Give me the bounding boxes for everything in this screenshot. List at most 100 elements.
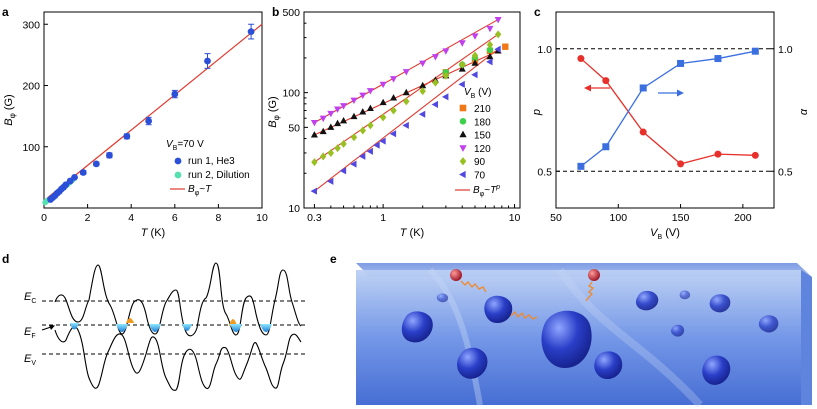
b-point-70 <box>418 110 426 118</box>
panel-b-legend-title: VB (V) <box>464 87 491 100</box>
b-legend-label-120: 120 <box>474 144 491 155</box>
panel-a-annotation: VB=70 V <box>166 139 204 152</box>
panel-b-frame <box>303 11 521 209</box>
c-point-p <box>714 150 722 158</box>
panel-c-frame <box>555 11 775 209</box>
c-line-α <box>580 50 756 167</box>
b-point-180 <box>486 46 494 54</box>
b-legend-marker-90 <box>459 157 467 166</box>
panel-b-legend: VB (V) Bφ~Tp 210 180 150 120 90 70 <box>455 87 500 198</box>
b-point-90 <box>327 148 335 157</box>
b-legend-label-210: 210 <box>474 104 491 115</box>
panel-c-ticks: 50 100 150 200 0.5 1.0 0.5 1.0 <box>537 44 792 224</box>
b-point-150 <box>327 123 335 130</box>
electron-pocket-4 <box>182 324 192 331</box>
b-ytick-label: 50 <box>288 122 300 134</box>
a-ytick-label: 200 <box>22 81 40 93</box>
cluster-5 <box>594 351 623 380</box>
b-point-120 <box>319 115 327 123</box>
legend-label-run2: run 2, Dilution <box>188 170 250 181</box>
legend-marker-run2 <box>174 171 182 179</box>
c-ytick-left-label: 0.5 <box>537 166 552 178</box>
b-xtick-label: 0.3 <box>307 212 322 224</box>
panel-e: e <box>330 252 812 408</box>
c-point-α <box>677 59 685 67</box>
b-point-120 <box>366 88 374 95</box>
panel-a-frame <box>43 11 263 209</box>
panel-c-series <box>577 47 759 170</box>
c-point-α <box>714 55 722 63</box>
a-point-run1 <box>71 173 78 181</box>
c-ytick-right-label: 1.0 <box>778 44 793 56</box>
electron-pocket-6 <box>260 324 272 332</box>
panel-c-label: c <box>534 5 541 19</box>
panel-a-xlabel: T (K) <box>141 227 165 239</box>
electron-pocket-2 <box>116 324 128 332</box>
c-point-p <box>602 77 610 85</box>
b-legend-marker-210 <box>459 104 467 112</box>
electron-pocket-3 <box>149 324 161 332</box>
b-point-120 <box>419 60 427 68</box>
fermi-arrow <box>41 326 52 331</box>
b-point-70 <box>373 141 380 149</box>
b-point-120 <box>350 97 358 105</box>
b-point-70 <box>339 167 347 175</box>
slab-ripple-2 <box>556 267 703 408</box>
b-point-150 <box>319 127 327 135</box>
a-xtick-label: 10 <box>256 212 268 224</box>
label-ev: EV <box>24 353 36 367</box>
slab-side-face <box>801 270 812 405</box>
b-point-70 <box>471 71 478 79</box>
c-point-p <box>639 128 647 136</box>
b-point-120 <box>340 103 348 110</box>
c-line-p <box>580 58 756 165</box>
b-point-70 <box>389 130 397 138</box>
b-point-150 <box>366 104 374 111</box>
b-ytick-label: 10 <box>288 203 300 215</box>
panel-d: d EC EF EV <box>2 252 305 391</box>
cluster-4 <box>457 347 488 379</box>
b-point-70 <box>350 160 357 168</box>
c-point-p <box>577 55 585 63</box>
arrow-right-alpha-head <box>677 89 684 97</box>
conduction-band-curve <box>54 262 302 337</box>
cluster-12 <box>436 293 449 303</box>
b-legend-label-70: 70 <box>474 171 486 182</box>
panel-a-legend: run 1, He3 run 2, Dilution Bφ~T <box>170 156 250 197</box>
b-point-120 <box>379 81 387 89</box>
b-legend-label-180: 180 <box>474 117 491 128</box>
b-point-70 <box>402 121 409 129</box>
b-point-90 <box>340 139 347 148</box>
b-point-70 <box>366 147 373 155</box>
a-point-run1 <box>247 28 255 35</box>
b-point-70 <box>458 80 465 88</box>
b-point-90 <box>334 144 341 153</box>
cluster-6 <box>635 290 659 311</box>
b-point-90 <box>471 51 479 60</box>
cluster-1 <box>401 311 433 343</box>
panel-e-label: e <box>330 252 337 266</box>
panel-c-arrows <box>584 84 684 97</box>
legend-marker-run1 <box>174 157 182 165</box>
a-xtick-label: 2 <box>85 212 91 224</box>
a-point-run1 <box>204 57 211 65</box>
b-point-150 <box>402 88 410 96</box>
b-point-150 <box>486 52 494 60</box>
b-point-70 <box>326 177 334 185</box>
electron-pocket-1 <box>70 323 79 330</box>
b-point-90 <box>320 152 327 161</box>
panel-c: c 50 100 150 200 0.5 1.0 0.5 1.0 VB (V) p α <box>531 5 810 241</box>
b-point-70 <box>486 58 493 66</box>
b-fit-line-70 <box>314 48 499 192</box>
b-ytick-label: 100 <box>282 88 300 100</box>
legend-label-fit: Bφ~T <box>188 184 212 197</box>
a-ytick-label: 100 <box>22 142 40 154</box>
panel-c-xlabel: VB (V) <box>650 227 680 241</box>
nanowire-illustration <box>356 263 812 408</box>
a-xtick-label: 0 <box>41 212 47 224</box>
valence-band-curve <box>54 326 302 391</box>
b-ytick-label: 500 <box>282 7 300 19</box>
panel-a-ylabel: Bφ (G) <box>3 94 17 125</box>
panel-b-ticks: 0.3 1 10 10 50 100 500 <box>282 7 520 224</box>
b-point-150 <box>334 119 342 127</box>
